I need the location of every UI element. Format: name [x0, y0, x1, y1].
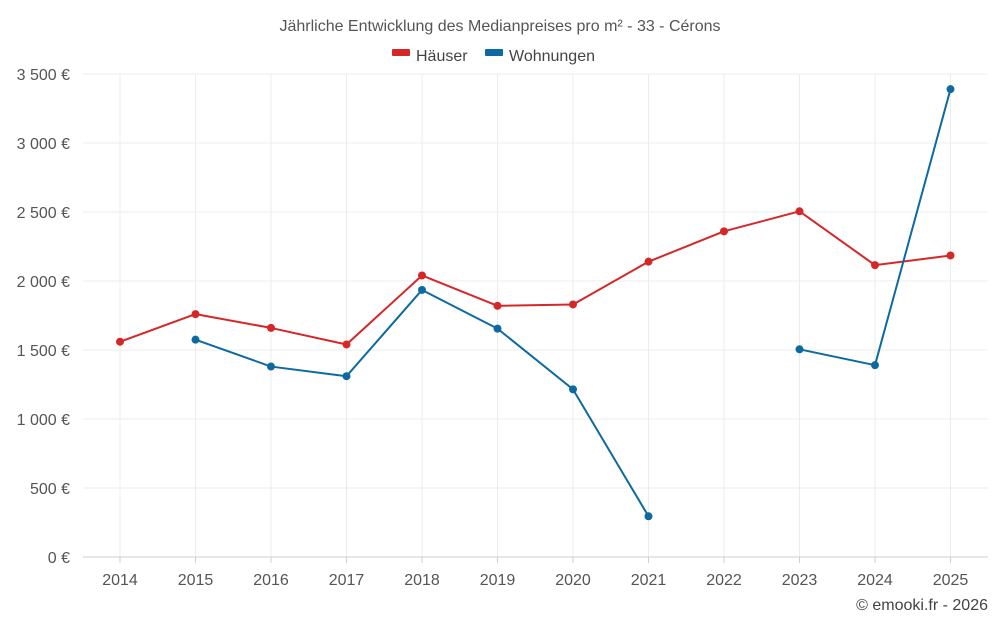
- x-tick-label: 2025: [933, 572, 969, 589]
- data-point-haeuser-2021[interactable]: [644, 257, 653, 266]
- y-tick-label: 2 500 €: [17, 205, 70, 222]
- y-tick-label: 0 €: [48, 550, 70, 567]
- x-tick-label: 2019: [480, 572, 516, 589]
- data-point-wohnungen-2017[interactable]: [342, 372, 351, 381]
- y-tick-label: 3 500 €: [17, 67, 70, 84]
- y-tick-label: 1 500 €: [17, 343, 70, 360]
- data-point-haeuser-2022[interactable]: [720, 227, 728, 236]
- x-tick-label: 2017: [329, 572, 365, 589]
- x-tick-label: 2022: [706, 572, 742, 589]
- x-tick-label: 2024: [857, 572, 893, 589]
- x-tick-label: 2016: [253, 572, 289, 589]
- data-point-haeuser-2016[interactable]: [267, 323, 275, 332]
- legend-label-wohnungen: Wohnungen: [509, 48, 595, 65]
- series-haeuser: [116, 207, 955, 349]
- data-point-haeuser-2017[interactable]: [342, 340, 351, 349]
- data-point-haeuser-2025[interactable]: [946, 251, 955, 260]
- x-tick-label: 2018: [404, 572, 440, 589]
- data-point-wohnungen-2020[interactable]: [569, 385, 577, 394]
- y-tick-label: 1 000 €: [17, 412, 70, 429]
- data-point-haeuser-2018[interactable]: [418, 271, 426, 280]
- data-point-wohnungen-2025[interactable]: [946, 85, 955, 94]
- data-point-haeuser-2020[interactable]: [569, 300, 577, 309]
- data-point-wohnungen-2016[interactable]: [267, 362, 275, 371]
- y-tick-label: 2 000 €: [17, 274, 70, 291]
- legend-swatch-wohnungen: [485, 49, 503, 56]
- data-point-wohnungen-2015[interactable]: [191, 335, 200, 344]
- data-point-haeuser-2023[interactable]: [795, 207, 804, 216]
- series: [116, 85, 955, 521]
- grid: [83, 73, 988, 557]
- data-point-haeuser-2024[interactable]: [871, 261, 879, 270]
- y-tick-label: 3 000 €: [17, 136, 70, 153]
- legend-swatch-haeuser: [392, 49, 410, 56]
- series-wohnungen: [191, 85, 955, 521]
- data-point-wohnungen-2024[interactable]: [871, 361, 879, 370]
- data-point-wohnungen-2021[interactable]: [644, 512, 653, 521]
- x-tick-label: 2023: [782, 572, 818, 589]
- x-tick-label: 2021: [631, 572, 667, 589]
- chart-title: Jährliche Entwicklung des Medianpreises …: [279, 18, 720, 35]
- x-tick-label: 2014: [102, 572, 138, 589]
- data-point-wohnungen-2019[interactable]: [493, 324, 502, 333]
- data-point-haeuser-2014[interactable]: [116, 337, 124, 346]
- data-point-wohnungen-2018[interactable]: [418, 285, 426, 294]
- axes: 0 € 500 € 1 000 € 1 500 € 2 000 € 2 500 € 3 00…: [17, 67, 988, 589]
- x-tick-label: 2015: [178, 572, 214, 589]
- copyright-credit: © emooki.fr - 2026: [856, 597, 988, 614]
- legend: Häuser Wohnungen: [392, 48, 595, 65]
- y-tick-label: 500 €: [30, 481, 70, 498]
- data-point-haeuser-2019[interactable]: [493, 301, 502, 310]
- legend-label-haeuser: Häuser: [416, 48, 468, 65]
- legend-item-wohnungen[interactable]: Wohnungen: [485, 48, 595, 65]
- data-point-haeuser-2015[interactable]: [191, 310, 200, 319]
- series-line-haeuser: [119, 210, 951, 346]
- legend-item-haeuser[interactable]: Häuser: [392, 48, 468, 65]
- x-tick-label: 2020: [555, 572, 591, 589]
- data-point-wohnungen-2023[interactable]: [795, 345, 804, 354]
